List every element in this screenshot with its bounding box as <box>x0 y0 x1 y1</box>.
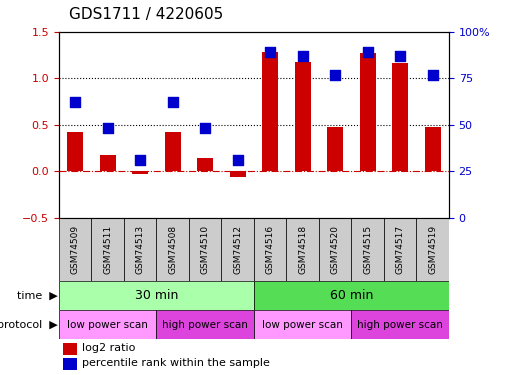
Bar <box>351 310 449 339</box>
Text: GSM74511: GSM74511 <box>103 225 112 274</box>
Bar <box>91 217 124 281</box>
Bar <box>222 217 254 281</box>
Bar <box>59 217 91 281</box>
Bar <box>254 281 449 310</box>
Text: high power scan: high power scan <box>162 320 248 330</box>
Text: 60 min: 60 min <box>330 290 373 302</box>
Bar <box>59 281 254 310</box>
Point <box>201 125 209 131</box>
Text: protocol  ▶: protocol ▶ <box>0 320 57 330</box>
Bar <box>165 132 181 171</box>
Point <box>104 125 112 131</box>
Text: 30 min: 30 min <box>135 290 178 302</box>
Bar <box>327 128 343 171</box>
Text: low power scan: low power scan <box>67 320 148 330</box>
Point <box>428 72 437 78</box>
Point <box>233 157 242 163</box>
Text: time  ▶: time ▶ <box>16 291 57 301</box>
Text: low power scan: low power scan <box>262 320 343 330</box>
Bar <box>254 217 286 281</box>
Bar <box>156 310 254 339</box>
Point <box>136 157 144 163</box>
Bar <box>124 217 156 281</box>
Text: percentile rank within the sample: percentile rank within the sample <box>83 358 270 368</box>
Bar <box>424 128 441 171</box>
Bar <box>189 217 222 281</box>
Bar <box>132 171 148 174</box>
Bar <box>254 310 351 339</box>
Bar <box>351 217 384 281</box>
Text: GDS1711 / 4220605: GDS1711 / 4220605 <box>69 8 224 22</box>
Bar <box>286 217 319 281</box>
Point <box>396 53 404 59</box>
Text: GSM74517: GSM74517 <box>396 225 405 274</box>
Bar <box>59 310 156 339</box>
Text: GSM74518: GSM74518 <box>298 225 307 274</box>
Text: GSM74508: GSM74508 <box>168 225 177 274</box>
Text: GSM74513: GSM74513 <box>136 225 145 274</box>
Text: GSM74516: GSM74516 <box>266 225 274 274</box>
Text: GSM74520: GSM74520 <box>331 225 340 274</box>
Bar <box>156 217 189 281</box>
Text: GSM74515: GSM74515 <box>363 225 372 274</box>
Text: GSM74512: GSM74512 <box>233 225 242 274</box>
Point <box>266 49 274 55</box>
Point <box>71 99 80 105</box>
Text: GSM74519: GSM74519 <box>428 225 437 274</box>
Bar <box>229 171 246 177</box>
Bar <box>384 217 417 281</box>
Bar <box>417 217 449 281</box>
Point <box>299 53 307 59</box>
Point <box>331 72 339 78</box>
Point <box>169 99 177 105</box>
Bar <box>63 342 76 355</box>
Text: high power scan: high power scan <box>357 320 443 330</box>
Bar <box>67 132 83 171</box>
Bar <box>392 63 408 171</box>
Bar <box>319 217 351 281</box>
Text: GSM74510: GSM74510 <box>201 225 210 274</box>
Bar <box>100 155 116 171</box>
Bar <box>197 158 213 171</box>
Text: GSM74509: GSM74509 <box>71 225 80 274</box>
Bar <box>63 357 76 370</box>
Bar <box>294 62 311 171</box>
Text: log2 ratio: log2 ratio <box>83 343 136 353</box>
Bar <box>262 52 278 171</box>
Bar <box>360 53 376 171</box>
Point <box>364 49 372 55</box>
